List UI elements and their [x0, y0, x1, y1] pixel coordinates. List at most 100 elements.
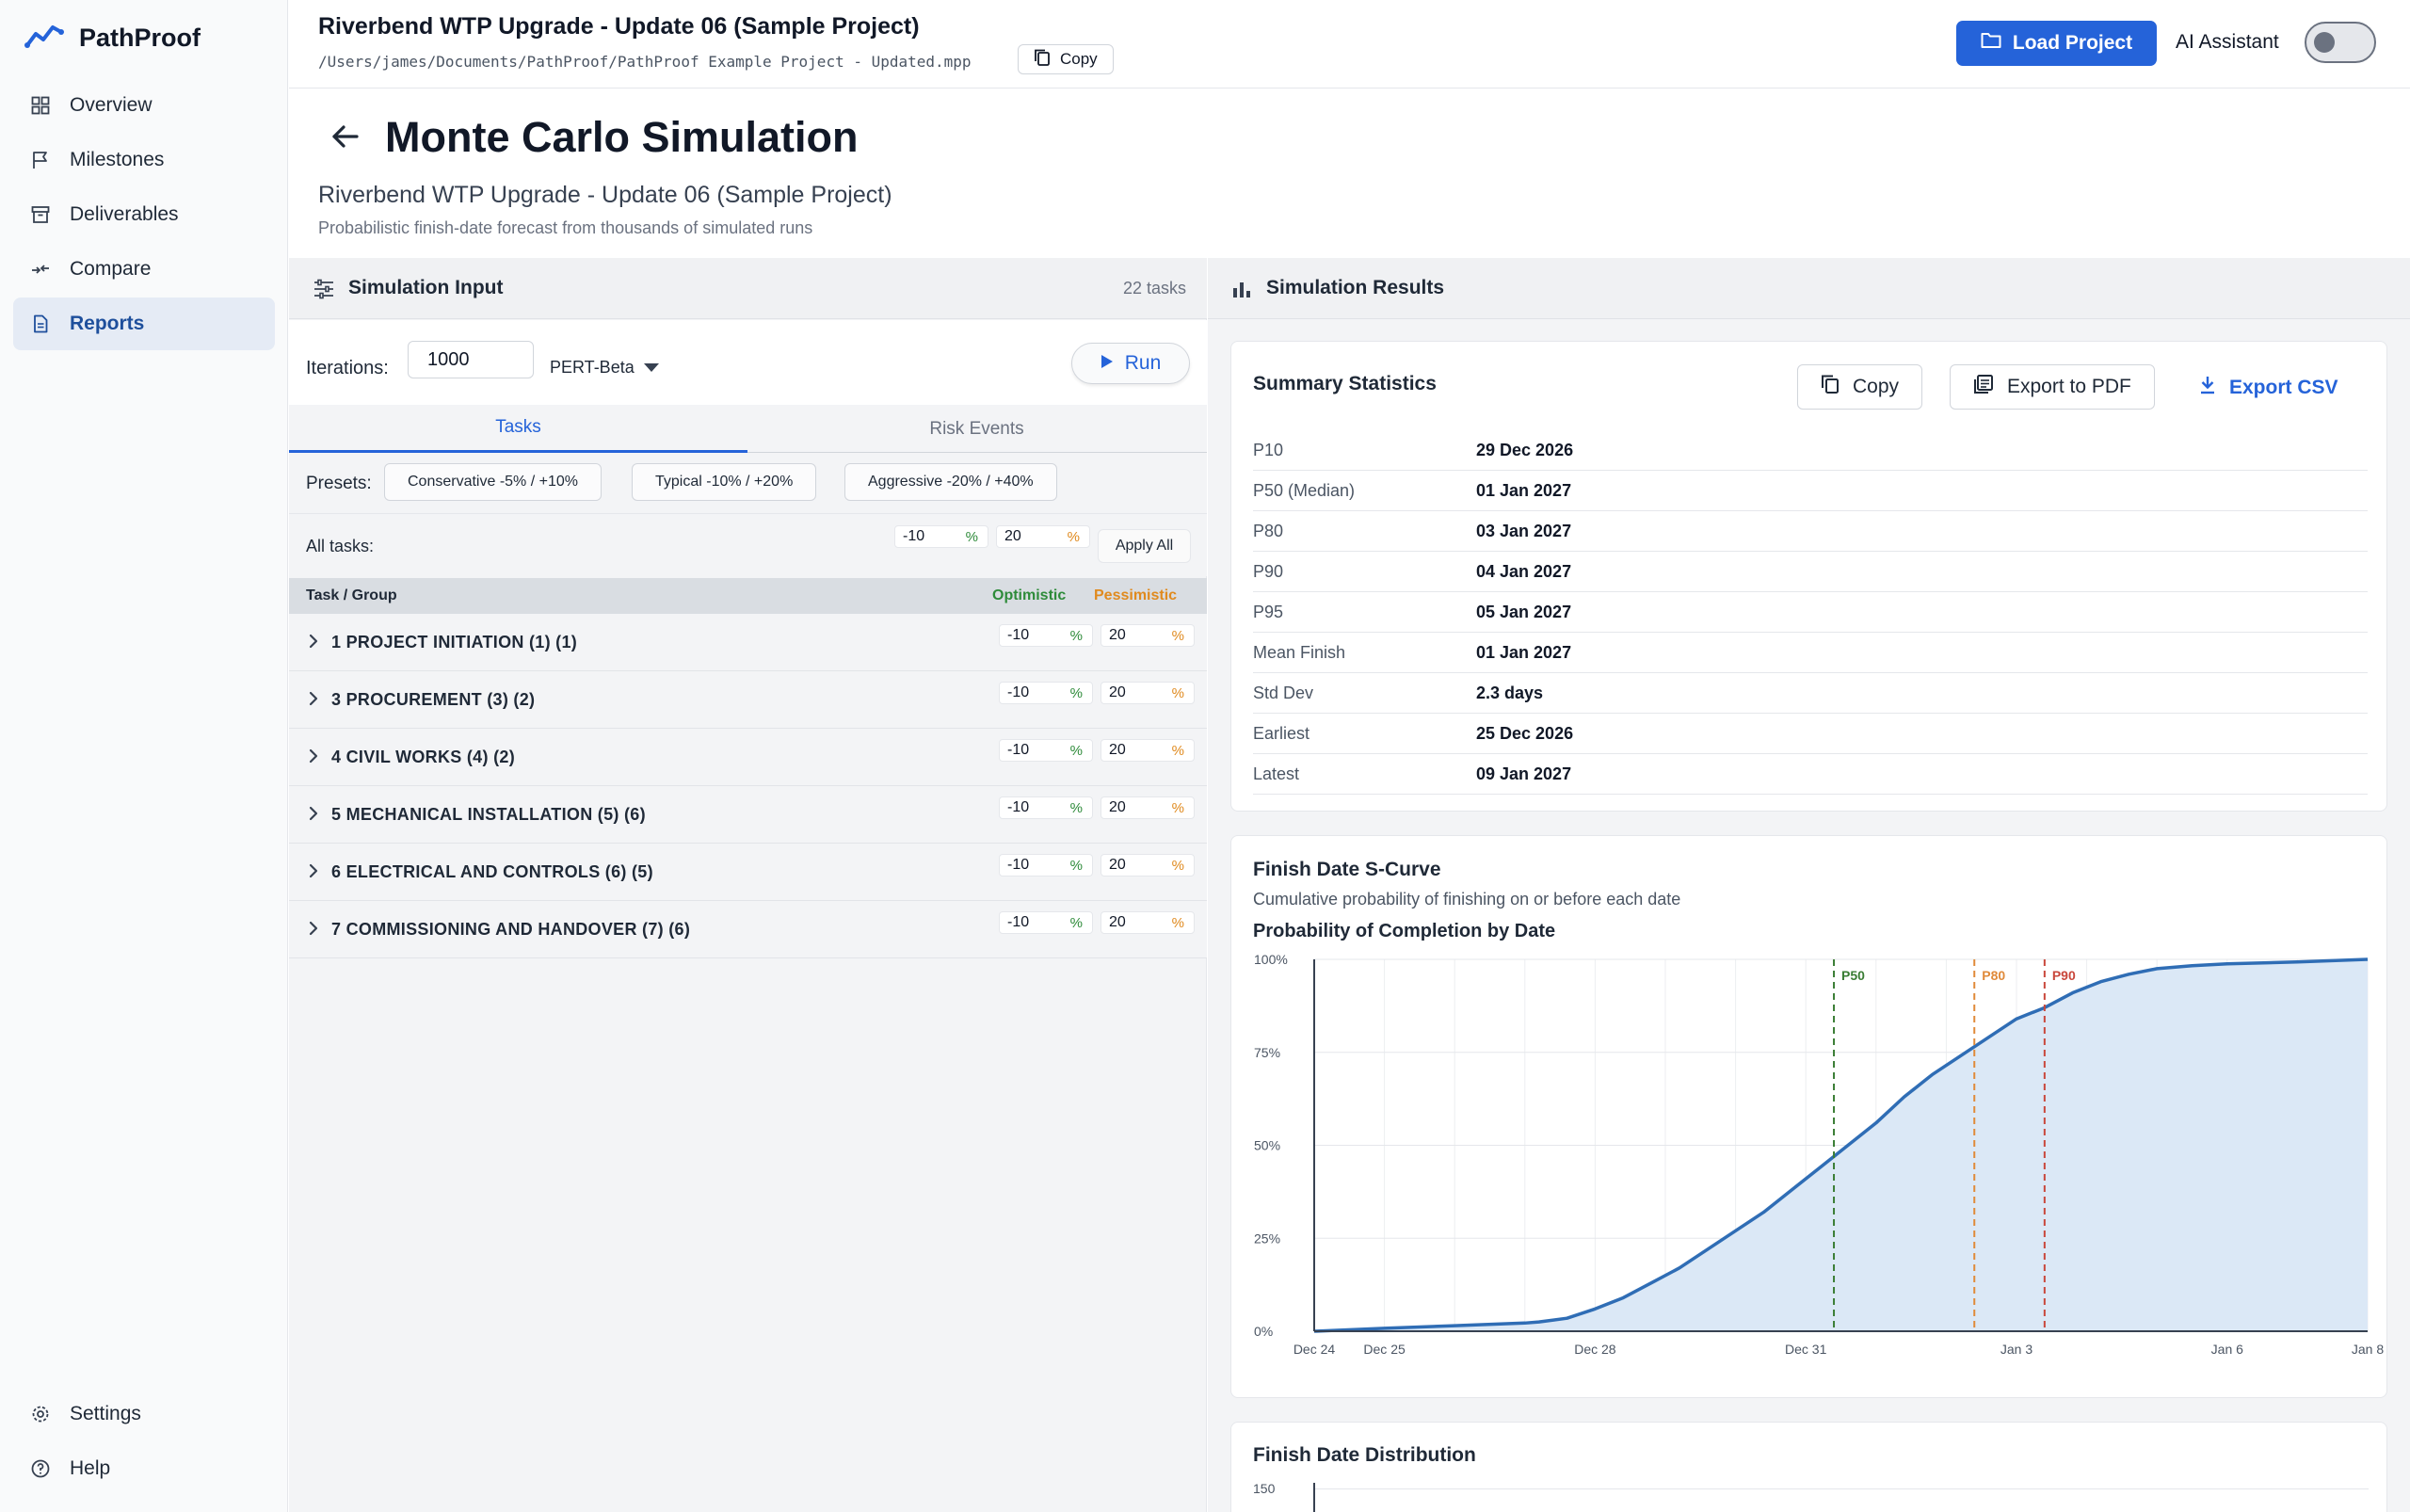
distribution-card: Finish Date Distribution 150	[1230, 1422, 2387, 1512]
export-pdf-button[interactable]: Export to PDF	[1950, 364, 2155, 410]
percent-unit: %	[1171, 800, 1184, 816]
tab-tasks[interactable]: Tasks	[289, 405, 747, 453]
pessimistic-input[interactable]: 20%	[1101, 796, 1195, 819]
optimistic-value: -10	[1007, 627, 1030, 643]
optimistic-input[interactable]: -10%	[999, 796, 1093, 819]
percent-unit: %	[1069, 858, 1083, 874]
chevron-right-icon[interactable]	[308, 748, 319, 769]
grid-icon	[30, 95, 51, 116]
copy-label: Copy	[1060, 50, 1098, 68]
x-tick-label: Dec 28	[1574, 1342, 1616, 1357]
apply-all-button[interactable]: Apply All	[1098, 529, 1191, 563]
chevron-right-icon[interactable]	[308, 862, 319, 884]
task-count: 22 tasks	[1122, 279, 1186, 298]
simulation-results-title: Simulation Results	[1266, 277, 1445, 298]
sidebar: PathProof Overview Milestones Deliverabl…	[0, 0, 288, 1512]
gear-icon	[30, 1404, 51, 1424]
pessimistic-value: 20	[1109, 684, 1126, 700]
archive-icon	[30, 204, 51, 225]
task-group-row[interactable]: 7 COMMISSIONING AND HANDOVER (7) (6) -10%…	[289, 901, 1207, 958]
presets-label: Presets:	[306, 474, 372, 493]
distribution-title: Finish Date Distribution	[1253, 1444, 1476, 1466]
sidebar-item-compare[interactable]: Compare	[13, 243, 275, 296]
chevron-right-icon[interactable]	[308, 633, 319, 654]
play-icon	[1101, 352, 1114, 375]
optimistic-value: -10	[1007, 799, 1030, 815]
input-tabs: Tasks Risk Events	[289, 405, 1207, 453]
percentile-marker-label: P80	[1982, 968, 2005, 983]
iterations-input[interactable]: 1000	[408, 341, 534, 378]
sidebar-item-overview[interactable]: Overview	[13, 79, 275, 132]
stat-value: 2.3 days	[1476, 684, 1544, 702]
page-title: Monte Carlo Simulation	[385, 113, 859, 161]
brand[interactable]: PathProof	[24, 23, 201, 54]
run-button[interactable]: Run	[1071, 343, 1190, 384]
presets-row: Presets: Conservative -5% / +10% Typical…	[289, 453, 1207, 514]
ai-assistant-toggle[interactable]	[2305, 22, 2376, 63]
load-project-button[interactable]: Load Project	[1956, 21, 2157, 66]
x-tick-label: Dec 25	[1363, 1342, 1406, 1357]
sidebar-item-settings[interactable]: Settings	[13, 1388, 275, 1440]
pessimistic-input[interactable]: 20%	[1101, 854, 1195, 877]
y-tick-label: 25%	[1254, 1231, 1280, 1246]
pdf-icon	[1973, 374, 1994, 400]
tab-risk-events[interactable]: Risk Events	[929, 418, 1024, 439]
pessimistic-input[interactable]: 20%	[1101, 682, 1195, 704]
task-group-row[interactable]: 6 ELECTRICAL AND CONTROLS (6) (5) -10% 20%	[289, 844, 1207, 901]
x-tick-label: Jan 6	[2211, 1342, 2243, 1357]
stat-value: 25 Dec 2026	[1476, 724, 1574, 743]
export-pdf-label: Export to PDF	[2007, 376, 2131, 397]
stat-row: Earliest 25 Dec 2026	[1253, 714, 2368, 754]
stat-row: P90 04 Jan 2027	[1253, 552, 2368, 592]
optimistic-value: -10	[1007, 742, 1030, 758]
sidebar-item-label: Settings	[70, 1403, 141, 1424]
task-group-row[interactable]: 5 MECHANICAL INSTALLATION (5) (6) -10% 20%	[289, 786, 1207, 844]
all-optimistic-input[interactable]: -10%	[894, 525, 988, 548]
preset-conservative-button[interactable]: Conservative -5% / +10%	[384, 463, 602, 501]
sidebar-item-reports[interactable]: Reports	[13, 298, 275, 350]
stat-value: 03 Jan 2027	[1476, 522, 1572, 540]
col-pessimistic: Pessimistic	[1094, 587, 1178, 603]
distribution-select[interactable]: PERT-Beta	[550, 358, 659, 378]
sidebar-item-deliverables[interactable]: Deliverables	[13, 188, 275, 241]
optimistic-input[interactable]: -10%	[999, 624, 1093, 647]
percent-unit: %	[1069, 743, 1083, 759]
export-csv-button[interactable]: Export CSV	[2199, 376, 2338, 400]
summary-statistics-title: Summary Statistics	[1253, 373, 1437, 394]
percent-unit: %	[1171, 915, 1184, 931]
col-optimistic: Optimistic	[992, 587, 1067, 603]
preset-aggressive-button[interactable]: Aggressive -20% / +40%	[844, 463, 1057, 501]
x-tick-label: Dec 31	[1785, 1342, 1827, 1357]
optimistic-input[interactable]: -10%	[999, 854, 1093, 877]
percent-unit: %	[1069, 685, 1083, 701]
task-group-row[interactable]: 3 PROCUREMENT (3) (2) -10% 20%	[289, 671, 1207, 729]
pessimistic-input[interactable]: 20%	[1101, 911, 1195, 934]
stat-label: Earliest	[1253, 724, 1310, 743]
copy-stats-button[interactable]: Copy	[1797, 364, 1923, 410]
pessimistic-input[interactable]: 20%	[1101, 739, 1195, 762]
optimistic-input[interactable]: -10%	[999, 739, 1093, 762]
task-group-name: 3 PROCUREMENT (3) (2)	[331, 690, 536, 709]
stat-value: 04 Jan 2027	[1476, 562, 1572, 581]
all-pessimistic-input[interactable]: 20%	[996, 525, 1090, 548]
optimistic-value: -10	[1007, 684, 1030, 700]
sidebar-item-milestones[interactable]: Milestones	[13, 134, 275, 186]
chevron-right-icon[interactable]	[308, 805, 319, 827]
back-button[interactable]	[329, 121, 362, 157]
task-group-row[interactable]: 1 PROJECT INITIATION (1) (1) -10% 20%	[289, 614, 1207, 671]
task-group-name: 5 MECHANICAL INSTALLATION (5) (6)	[331, 805, 646, 824]
optimistic-input[interactable]: -10%	[999, 911, 1093, 934]
copy-path-button[interactable]: Copy	[1018, 44, 1114, 74]
preset-typical-button[interactable]: Typical -10% / +20%	[632, 463, 817, 501]
optimistic-input[interactable]: -10%	[999, 682, 1093, 704]
chevron-right-icon[interactable]	[308, 690, 319, 712]
pessimistic-input[interactable]: 20%	[1101, 624, 1195, 647]
s-curve-title: Finish Date S-Curve	[1253, 859, 1441, 880]
document-icon	[30, 314, 51, 334]
percentile-marker-label: P50	[1841, 968, 1865, 983]
task-group-row[interactable]: 4 CIVIL WORKS (4) (2) -10% 20%	[289, 729, 1207, 786]
project-path: /Users/james/Documents/PathProof/PathPro…	[318, 53, 972, 71]
sidebar-item-help[interactable]: Help	[13, 1442, 275, 1495]
chevron-right-icon[interactable]	[308, 920, 319, 941]
stat-value: 05 Jan 2027	[1476, 603, 1572, 621]
